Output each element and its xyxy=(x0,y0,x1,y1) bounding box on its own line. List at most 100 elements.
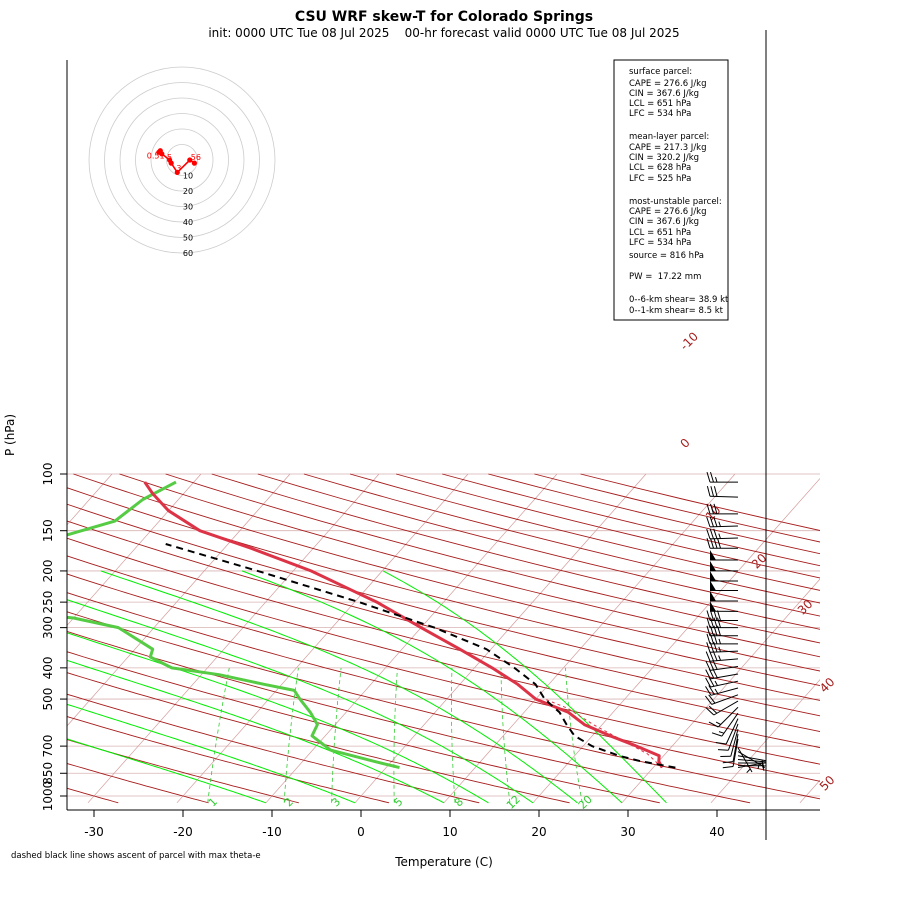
isotherm-line xyxy=(621,578,820,804)
wind-barb-feather xyxy=(710,617,714,628)
temperature-tick-label: 10 xyxy=(442,825,457,839)
wind-barb-feather xyxy=(708,721,719,728)
wind-barb-flag xyxy=(710,591,716,601)
dry-adiabat-line xyxy=(349,473,820,591)
wind-barb-feather xyxy=(706,516,711,528)
temperature-profile xyxy=(143,481,664,769)
moist-adiabat-line xyxy=(67,599,534,804)
wind-barb-feather xyxy=(706,617,711,628)
isotherm-line xyxy=(710,679,820,804)
dry-adiabat-line xyxy=(67,787,119,804)
isotherm-line xyxy=(443,473,736,804)
wind-barb-feather xyxy=(709,641,714,653)
mu-cin: CIN = 367.6 J/kg xyxy=(629,217,699,227)
dry-adiabat-line xyxy=(395,473,820,579)
wind-barb xyxy=(709,550,739,561)
wind-barb-half-feather xyxy=(762,765,765,771)
dry-adiabat-line xyxy=(67,630,751,804)
chart-title: CSU WRF skew-T for Colorado Springs xyxy=(295,9,593,25)
surface-parcel-trace xyxy=(544,698,663,768)
wind-barb-feather xyxy=(706,633,711,645)
wind-barb-staff xyxy=(710,687,739,696)
wind-barb-feather xyxy=(705,651,711,662)
wind-barb-feather xyxy=(713,528,718,539)
wind-barb-flag xyxy=(710,550,716,560)
mixed-lfc: LFC = 525 hPa xyxy=(629,174,691,184)
moist-adiabat-line xyxy=(241,570,623,804)
wind-barb-staff xyxy=(713,700,739,716)
parameters-box: surface parcel: CAPE = 276.6 J/kg CIN = … xyxy=(613,59,729,321)
wind-barb xyxy=(706,538,739,549)
wind-barb-feather xyxy=(713,610,718,621)
wind-barb-staff xyxy=(710,673,739,680)
wind-barb-feather xyxy=(711,732,723,737)
dry-adiabat-line xyxy=(67,503,820,701)
wind-barb xyxy=(705,694,739,705)
temperature-tick-label: 40 xyxy=(709,825,724,839)
wind-barb xyxy=(737,762,766,769)
dry-adiabat-line xyxy=(67,487,820,686)
hodograph-point-label: 56 xyxy=(191,153,201,162)
mu-parcel-header: most-unstable parcel: xyxy=(629,197,722,207)
wind-barb-half-feather xyxy=(718,638,721,645)
pressure-tick-label: 200 xyxy=(41,559,55,582)
pressure-tick-label: 400 xyxy=(41,656,55,679)
wind-barb-feather xyxy=(713,503,718,515)
wind-barb-feather xyxy=(717,625,721,636)
wind-barb-feather xyxy=(710,503,714,515)
wind-barb-feather xyxy=(706,471,711,483)
wind-barb-feather xyxy=(717,538,721,549)
hodograph-ring-label: 50 xyxy=(183,234,193,243)
mixing-ratio-label: 1 xyxy=(206,795,220,809)
wind-barb xyxy=(709,560,739,572)
mixing-ratio-line xyxy=(500,667,511,803)
hodograph-ring-label: 30 xyxy=(183,203,193,212)
isotherm-line xyxy=(176,473,469,804)
isotherm-line xyxy=(87,473,380,804)
dry-adiabat-line xyxy=(257,473,820,617)
wind-barb xyxy=(706,503,739,515)
wind-barb-feather xyxy=(708,676,715,687)
pressure-tick-label: 300 xyxy=(41,616,55,639)
parcel-ascent-profile xyxy=(165,543,676,769)
wind-barb-staff xyxy=(730,729,739,757)
wind-barb xyxy=(717,723,739,751)
mixed-cin: CIN = 320.2 J/kg xyxy=(629,153,699,163)
pressure-tick-label: 150 xyxy=(41,519,55,542)
hodograph-background xyxy=(90,63,274,253)
dewpoint-profile xyxy=(67,480,400,770)
wind-barb-half-feather xyxy=(718,533,721,539)
wind-barb xyxy=(706,485,739,498)
dry-adiabat-line xyxy=(67,651,660,804)
hodograph-point xyxy=(167,157,173,163)
wind-barb xyxy=(709,580,739,591)
isotherm-line xyxy=(67,473,113,526)
wind-barb-feather xyxy=(708,694,716,704)
wind-barb-staff xyxy=(737,755,766,762)
wind-barb xyxy=(706,641,739,653)
mu-lfc: LFC = 534 hPa xyxy=(629,238,691,248)
wind-barb-flag xyxy=(710,571,716,581)
wind-barb xyxy=(708,706,739,728)
wind-barb-feather xyxy=(713,538,718,549)
mixing-ratio-label: 8 xyxy=(452,795,466,809)
pressure-tick-label: 500 xyxy=(41,688,55,711)
dry-adiabat-line xyxy=(67,592,820,782)
isotherm-label: 0 xyxy=(678,436,693,451)
temperature-tick-label: -30 xyxy=(84,825,104,839)
wind-barb-feather xyxy=(713,625,718,636)
wind-barb-feather xyxy=(722,761,734,764)
wind-barb-feather xyxy=(710,486,714,497)
wind-barb-feather xyxy=(705,677,712,688)
isotherm-label: -10 xyxy=(677,329,701,353)
sounding-profiles xyxy=(67,480,676,770)
wind-barb-half-feather xyxy=(718,731,725,734)
wind-barb xyxy=(706,516,739,528)
hodograph-ring-label: 10 xyxy=(183,172,193,181)
dry-adiabat-line xyxy=(67,573,820,765)
wind-barb-half-feather xyxy=(718,655,722,661)
wind-barb-staff xyxy=(710,658,739,662)
wind-barbs xyxy=(705,471,767,774)
wind-barb-feather xyxy=(722,766,734,769)
